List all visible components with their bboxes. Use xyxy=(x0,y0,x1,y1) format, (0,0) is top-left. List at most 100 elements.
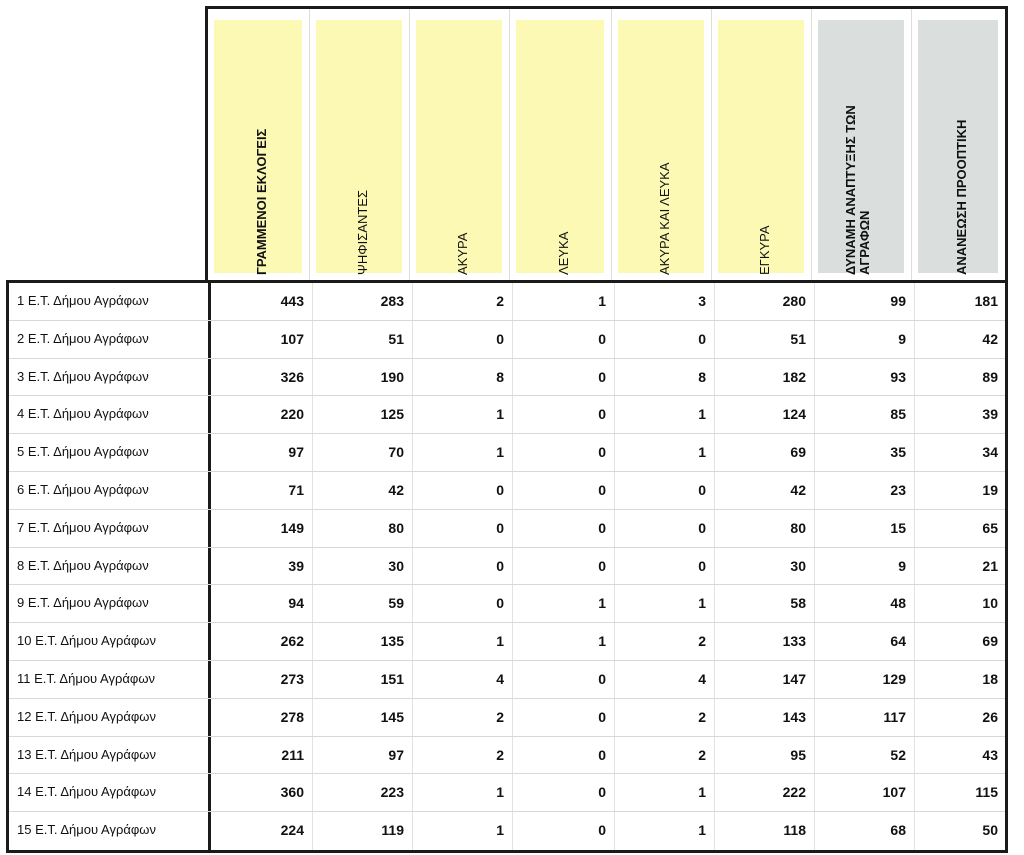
table-cell: 95 xyxy=(715,736,815,774)
table-cell: 0 xyxy=(513,396,615,434)
table-row: 8 Ε.Τ. Δήμου Αγράφων 39 30 0 0 0 30 9 21 xyxy=(9,547,1005,586)
table-cell: 26 xyxy=(982,708,998,725)
table-cell: 0 xyxy=(513,472,615,509)
results-table: 1 Ε.Τ. Δήμου Αγράφων 443 283 2 1 3 280 99 181 2 Ε… xyxy=(6,280,1008,853)
row-label: 4 Ε.Τ. Δήμου Αγράφων xyxy=(17,406,149,422)
table-cell: 181 xyxy=(974,293,998,309)
table-cell: 117 xyxy=(815,698,915,736)
table-cell: 64 xyxy=(815,623,915,660)
table-cell: 42 xyxy=(715,472,815,509)
table-cell: 93 xyxy=(815,358,915,396)
table-cell: 1 xyxy=(513,623,615,660)
table-cell: 129 xyxy=(815,661,915,698)
table-cell: 42 xyxy=(313,472,413,509)
table-cell: 1 xyxy=(615,812,715,850)
table-cell: 2 xyxy=(615,698,715,736)
table-cell: 119 xyxy=(313,812,413,850)
table-cell: 1 xyxy=(615,434,715,471)
table-row: 4 Ε.Τ. Δήμου Αγράφων 220 125 1 0 1 124 85 39 xyxy=(9,396,1005,435)
column-header: ΔΥΝΑΜΗ ΑΝΑΠΤΥΞΗΣ ΤΩΝ ΑΓΡΑΦΩΝ xyxy=(812,9,912,283)
table-cell: 15 xyxy=(815,509,915,547)
row-label: 14 Ε.Τ. Δήμου Αγράφων xyxy=(17,784,156,800)
table-cell: 0 xyxy=(413,509,513,547)
label-divider xyxy=(208,283,211,850)
table-row: 3 Ε.Τ. Δήμου Αγράφων 326 190 8 0 8 182 93 89 xyxy=(9,358,1005,397)
table-cell: 211 xyxy=(211,736,313,774)
table-cell: 124 xyxy=(715,396,815,434)
row-label: 5 Ε.Τ. Δήμου Αγράφων xyxy=(17,444,149,460)
table-cell: 107 xyxy=(815,774,915,812)
column-header: ΑΚΥΡΑ ΚΑΙ ΛΕΥΚΑ xyxy=(612,9,712,283)
table-cell: 9 xyxy=(815,320,915,358)
table-cell: 0 xyxy=(513,547,615,585)
table-cell: 69 xyxy=(982,633,998,650)
table-cell: 43 xyxy=(982,746,998,763)
table-cell: 1 xyxy=(615,585,715,623)
table-cell: 58 xyxy=(715,585,815,623)
table-cell: 1 xyxy=(615,396,715,434)
table-cell: 65 xyxy=(982,519,998,536)
table-row: 11 Ε.Τ. Δήμου Αγράφων 273 151 4 0 4 147 129 18 xyxy=(9,661,1005,699)
table-cell: 2 xyxy=(615,736,715,774)
table-cell: 21 xyxy=(982,557,998,574)
column-header: ΓΡΑΜΜΕΝΟΙ ΕΚΛΟΓΕΙΣ xyxy=(208,9,310,283)
table-cell: 0 xyxy=(615,320,715,358)
table-cell: 39 xyxy=(211,547,313,585)
column-header: ΨΗΦΙΣΑΝΤΕΣ xyxy=(310,9,410,283)
table-cell: 30 xyxy=(715,547,815,585)
row-label: 10 Ε.Τ. Δήμου Αγράφων xyxy=(17,633,156,649)
table-cell: 283 xyxy=(313,283,413,320)
column-header: ΕΓΚΥΡΑ xyxy=(712,9,812,283)
table-cell: 30 xyxy=(313,547,413,585)
row-label: 3 Ε.Τ. Δήμου Αγράφων xyxy=(17,368,149,384)
row-label: 1 Ε.Τ. Δήμου Αγράφων xyxy=(17,293,149,308)
table-cell: 262 xyxy=(211,623,313,660)
header-highlight xyxy=(214,20,302,273)
table-cell: 1 xyxy=(413,623,513,660)
table-cell: 0 xyxy=(513,358,615,396)
table-cell: 220 xyxy=(211,396,313,434)
table-cell: 0 xyxy=(413,547,513,585)
table-row: 14 Ε.Τ. Δήμου Αγράφων 360 223 1 0 1 222 107 115 xyxy=(9,774,1005,813)
table-cell: 360 xyxy=(211,774,313,812)
table-cell: 89 xyxy=(982,368,998,385)
table-row: 1 Ε.Τ. Δήμου Αγράφων 443 283 2 1 3 280 99 181 xyxy=(9,283,1005,321)
table-cell: 51 xyxy=(715,320,815,358)
table-cell: 0 xyxy=(615,509,715,547)
table-cell: 59 xyxy=(313,585,413,623)
column-headers: ΓΡΑΜΜΕΝΟΙ ΕΚΛΟΓΕΙΣ ΨΗΦΙΣΑΝΤΕΣ ΑΚΥΡΑ ΛΕΥΚΑ ΑΚ… xyxy=(205,6,1008,283)
table-cell: 118 xyxy=(715,812,815,850)
table-cell: 68 xyxy=(815,812,915,850)
table-cell: 222 xyxy=(715,774,815,812)
table-cell: 0 xyxy=(413,320,513,358)
column-header-label: ΕΓΚΥΡΑ xyxy=(756,225,772,275)
table-cell: 278 xyxy=(211,698,313,736)
table-cell: 1 xyxy=(413,812,513,850)
row-label: 6 Ε.Τ. Δήμου Αγράφων xyxy=(17,482,149,497)
table-cell: 145 xyxy=(313,698,413,736)
table-cell: 9 xyxy=(815,547,915,585)
table-cell: 2 xyxy=(413,736,513,774)
table-cell: 70 xyxy=(313,434,413,471)
table-cell: 147 xyxy=(715,661,815,698)
table-cell: 2 xyxy=(615,623,715,660)
row-label: 8 Ε.Τ. Δήμου Αγράφων xyxy=(17,557,149,573)
column-header-label: ΑΚΥΡΑ ΚΑΙ ΛΕΥΚΑ xyxy=(656,162,672,276)
table-cell: 115 xyxy=(975,784,998,801)
table-cell: 18 xyxy=(982,671,998,687)
table-cell: 97 xyxy=(313,736,413,774)
table-cell: 8 xyxy=(413,358,513,396)
table-cell: 280 xyxy=(715,283,815,320)
column-header: ΑΝΑΝΕΩΣΗ ΠΡΟΟΠΤΙΚΗ xyxy=(912,9,1005,283)
table-cell: 133 xyxy=(715,623,815,660)
table-row: 2 Ε.Τ. Δήμου Αγράφων 107 51 0 0 0 51 9 42 xyxy=(9,320,1005,359)
header-highlight xyxy=(818,20,904,273)
table-cell: 2 xyxy=(413,283,513,320)
table-cell: 10 xyxy=(982,595,998,612)
table-cell: 0 xyxy=(513,320,615,358)
table-cell: 0 xyxy=(513,736,615,774)
row-label: 9 Ε.Τ. Δήμου Αγράφων xyxy=(17,595,149,611)
table-cell: 4 xyxy=(615,661,715,698)
table-cell: 97 xyxy=(211,434,313,471)
table-cell: 1 xyxy=(513,283,615,320)
